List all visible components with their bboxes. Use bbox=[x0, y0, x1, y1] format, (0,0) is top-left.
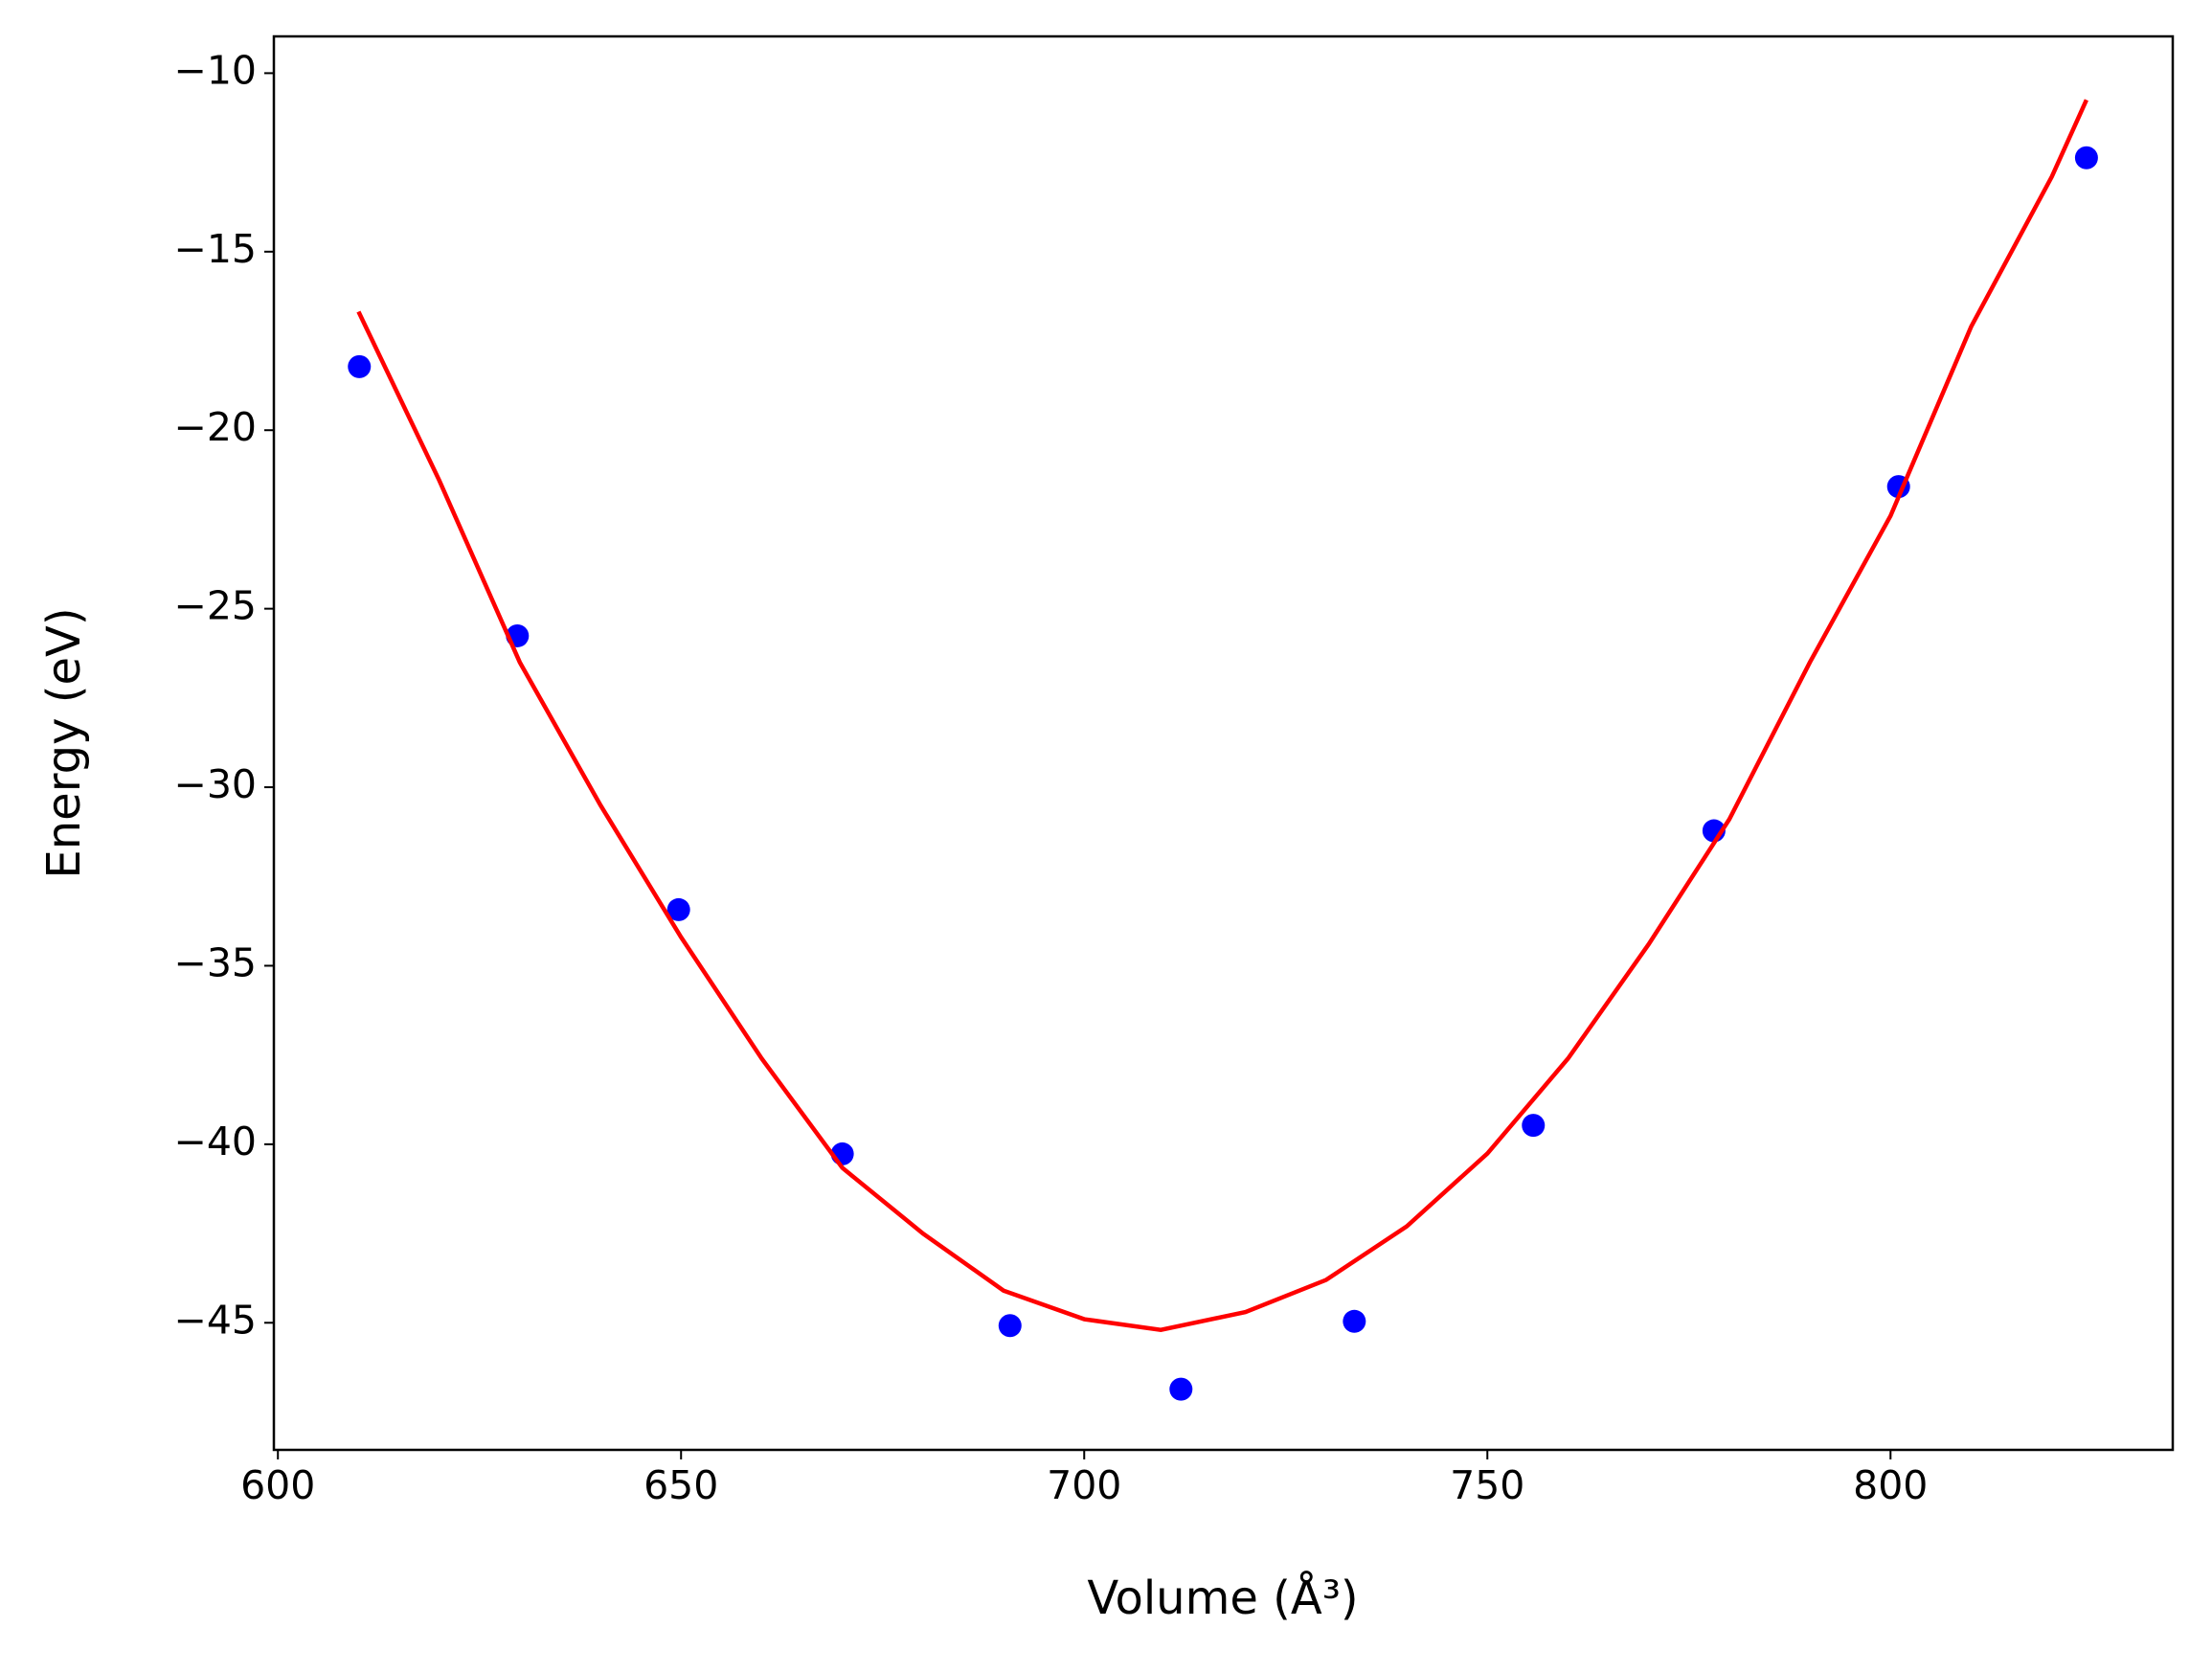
data-point bbox=[998, 1314, 1022, 1338]
y-tick-label: −45 bbox=[173, 1297, 257, 1343]
data-point bbox=[1169, 1377, 1193, 1401]
y-tick-label: −10 bbox=[173, 47, 257, 93]
y-tick-label: −30 bbox=[173, 761, 257, 807]
data-point bbox=[1522, 1114, 1546, 1138]
y-axis-label: Energy (eV) bbox=[37, 607, 91, 878]
x-axis-label: Volume (Å³) bbox=[1087, 1571, 1358, 1625]
y-tick-label: −40 bbox=[173, 1119, 257, 1164]
x-tick-label: 750 bbox=[1450, 1462, 1524, 1508]
data-point bbox=[348, 354, 372, 378]
fit-line bbox=[356, 99, 2088, 1333]
y-tick-label: −25 bbox=[173, 583, 257, 629]
data-point bbox=[666, 897, 690, 921]
x-tick-label: 650 bbox=[643, 1462, 718, 1508]
data-point bbox=[1343, 1309, 1366, 1333]
x-tick-label: 600 bbox=[240, 1462, 315, 1508]
data-point bbox=[2074, 146, 2098, 170]
y-tick-label: −15 bbox=[173, 226, 257, 272]
y-tick-label: −20 bbox=[173, 404, 257, 450]
y-tick-label: −35 bbox=[173, 939, 257, 985]
x-tick-label: 800 bbox=[1853, 1462, 1928, 1508]
x-tick-label: 700 bbox=[1047, 1462, 1121, 1508]
plot-frame bbox=[272, 34, 2175, 1452]
